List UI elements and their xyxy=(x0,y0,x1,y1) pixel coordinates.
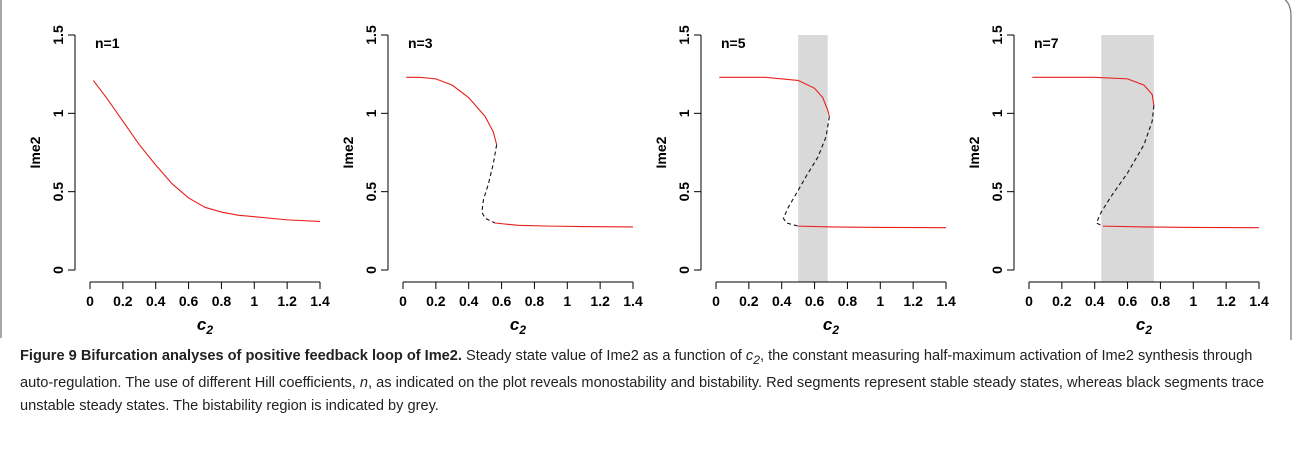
unstable-branch xyxy=(782,116,830,227)
x-tick-label: 0 xyxy=(86,293,94,309)
x-axis-label: c2 xyxy=(197,315,213,337)
unstable-branch xyxy=(481,144,498,224)
x-tick-label: 0.6 xyxy=(492,293,512,309)
x-tick-label: 0.8 xyxy=(525,293,545,309)
x-tick-label: 0.4 xyxy=(459,293,479,309)
y-tick-label: 1.5 xyxy=(363,25,379,45)
caption-var-sub: 2 xyxy=(753,352,760,367)
y-tick-label: 1 xyxy=(363,109,379,117)
x-tick-label: 1.4 xyxy=(1249,293,1269,309)
panel: 0 0.5 1 1.5 Ime2 0 0.2 0.4 0.6 0.8 1 1.2 1.4 c2 n=5 xyxy=(653,25,956,337)
x-tick-label: 0.6 xyxy=(1118,293,1138,309)
x-tick-label: 0.2 xyxy=(1052,293,1072,309)
stable-branch xyxy=(719,76,830,117)
y-tick-label: 1.5 xyxy=(676,25,692,45)
y-axis-label: Ime2 xyxy=(340,136,356,168)
x-axis-label-sub: 2 xyxy=(831,323,839,337)
stable-branch xyxy=(406,76,498,145)
y-tick-label: 0 xyxy=(363,266,379,274)
x-tick-label: 0.8 xyxy=(212,293,232,309)
caption-text: Steady state value of Ime2 as a function… xyxy=(461,348,746,364)
x-axis-label: c2 xyxy=(510,315,526,337)
x-tick-label: 0.6 xyxy=(805,293,825,309)
x-tick-label: 0.8 xyxy=(1151,293,1171,309)
panel: 0 0.5 1 1.5 Ime2 0 0.2 0.4 0.6 0.8 1 1.2 1.4 c2 n=1 xyxy=(27,25,330,337)
x-tick-label: 1 xyxy=(563,293,571,309)
x-tick-label: 1.2 xyxy=(1216,293,1236,309)
stable-branch xyxy=(1032,76,1155,106)
panel-title: n=3 xyxy=(408,35,433,51)
y-tick-label: 0 xyxy=(676,266,692,274)
y-tick-label: 1 xyxy=(989,109,1005,117)
x-tick-label: 0.4 xyxy=(1085,293,1105,309)
x-axis-label-text: c xyxy=(510,315,520,334)
x-axis-label-sub: 2 xyxy=(205,323,213,337)
x-axis-label: c2 xyxy=(1136,315,1152,337)
x-tick-label: 1.4 xyxy=(623,293,643,309)
y-tick-label: 0.5 xyxy=(363,182,379,202)
panel: 0 0.5 1 1.5 Ime2 0 0.2 0.4 0.6 0.8 1 1.2 1.4 c2 n=3 xyxy=(340,25,643,337)
bistable-region xyxy=(798,35,828,282)
x-axis-label-text: c xyxy=(1136,315,1146,334)
panel-title: n=5 xyxy=(721,35,746,51)
x-tick-label: 0.2 xyxy=(739,293,759,309)
x-tick-label: 1.4 xyxy=(310,293,330,309)
caption: Figure 9 Bifurcation analyses of positiv… xyxy=(20,345,1270,419)
x-axis-label-text: c xyxy=(823,315,833,334)
y-tick-label: 0.5 xyxy=(50,182,66,202)
x-tick-label: 1.4 xyxy=(936,293,956,309)
x-tick-label: 0.8 xyxy=(838,293,858,309)
y-tick-label: 0.5 xyxy=(676,182,692,202)
y-tick-label: 0 xyxy=(50,266,66,274)
panel: 0 0.5 1 1.5 Ime2 0 0.2 0.4 0.6 0.8 1 1.2 1.4 c2 n=7 xyxy=(966,25,1269,337)
x-tick-label: 0 xyxy=(1025,293,1033,309)
x-axis-label: c2 xyxy=(823,315,839,337)
y-tick-label: 1 xyxy=(676,109,692,117)
bistable-region xyxy=(1101,35,1154,282)
x-tick-label: 0.4 xyxy=(772,293,792,309)
y-tick-label: 1.5 xyxy=(50,25,66,45)
panel-title: n=1 xyxy=(95,35,120,51)
x-tick-label: 0.2 xyxy=(113,293,133,309)
x-tick-label: 1 xyxy=(876,293,884,309)
x-tick-label: 0.2 xyxy=(426,293,446,309)
x-tick-label: 1.2 xyxy=(903,293,923,309)
y-tick-label: 0.5 xyxy=(989,182,1005,202)
frame xyxy=(0,0,1292,340)
stable-branch xyxy=(494,222,634,228)
x-tick-label: 0 xyxy=(712,293,720,309)
stable-branch xyxy=(92,80,321,222)
x-axis-label-sub: 2 xyxy=(518,323,526,337)
panel-title: n=7 xyxy=(1034,35,1059,51)
y-tick-label: 0 xyxy=(989,266,1005,274)
x-tick-label: 1.2 xyxy=(590,293,610,309)
unstable-branch xyxy=(1095,105,1155,227)
caption-var: c xyxy=(745,348,754,364)
y-tick-label: 1.5 xyxy=(989,25,1005,45)
stable-branch xyxy=(1102,225,1260,229)
y-axis-label: Ime2 xyxy=(966,136,982,168)
stable-branch xyxy=(798,225,947,229)
x-tick-label: 1 xyxy=(250,293,258,309)
y-axis-label: Ime2 xyxy=(653,136,669,168)
x-tick-label: 0.4 xyxy=(146,293,166,309)
x-tick-label: 0.6 xyxy=(179,293,199,309)
caption-title: Figure 9 Bifurcation analyses of positiv… xyxy=(20,348,462,364)
x-axis-label-sub: 2 xyxy=(1144,323,1152,337)
caption-var: n xyxy=(359,375,369,392)
x-tick-label: 1.2 xyxy=(277,293,297,309)
x-axis-label-text: c xyxy=(197,315,207,334)
caption-text: , as indicated on the plot reveals monos… xyxy=(20,375,1265,415)
x-tick-label: 1 xyxy=(1189,293,1197,309)
y-axis-label: Ime2 xyxy=(27,136,43,168)
y-tick-label: 1 xyxy=(50,109,66,117)
x-tick-label: 0 xyxy=(399,293,407,309)
caption-text: , the constant measuring half-maximum ac… xyxy=(20,348,1253,392)
